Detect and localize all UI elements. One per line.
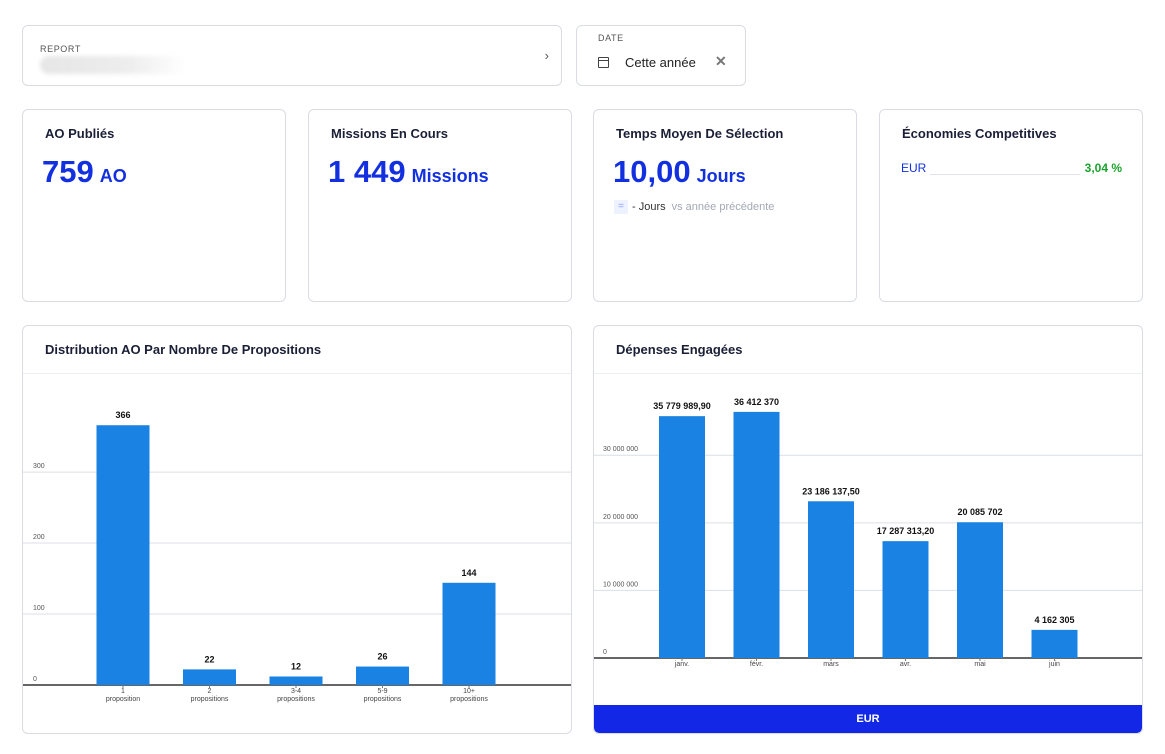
kpi-unit: AO [99,166,127,186]
x-tick-label: propositions [450,696,488,703]
data-label: 17 287 313,20 [877,526,935,536]
chart-title: Distribution AO Par Nombre De Propositio… [45,342,322,357]
y-tick-label: 20 000 000 [603,514,638,521]
x-tick-label: avr. [900,661,911,668]
kpi-number: 10,00 [613,154,691,189]
depenses-bar-chart: 0 10 000 000 20 000 000 30 000 000 35 779 98… [594,397,1142,668]
kpi-title: Économies Competitives [902,126,1057,141]
percent-value: 3,04 % [1084,161,1122,175]
kpi-value: 1 449 Missions [328,154,489,190]
report-value-redacted [40,56,186,74]
x-tick-label: propositions [364,696,402,703]
bar [957,522,1003,658]
bar [659,416,705,658]
date-filter[interactable]: DATE Cette année ✕ [576,25,746,86]
x-tick-label: juin [1048,661,1060,668]
bar [1031,629,1078,658]
date-filter-label: DATE [598,33,624,43]
kpi-value: 759 AO [42,154,127,190]
bar [96,425,150,685]
kpi-title: Temps Moyen De Sélection [616,126,784,141]
currency-label: EUR [901,161,927,175]
data-label: 35 779 989,90 [653,401,711,411]
bar [733,411,780,658]
calendar-icon [598,57,609,68]
divider [23,373,571,374]
y-tick-label: 200 [33,534,45,541]
report-filter[interactable]: REPORT › [22,25,562,86]
clear-date-icon[interactable]: ✕ [715,53,727,69]
equal-icon: = [614,200,628,214]
y-tick-label: 10 000 000 [603,581,638,588]
kpi-missions-en-cours: Missions En Cours 1 449 Missions [308,109,572,302]
x-tick-label: mai [974,661,986,668]
kpi-number: 1 449 [328,154,406,189]
x-tick-label: févr. [750,661,763,668]
x-tick-label: 1 [121,688,125,695]
x-tick-label: 10+ [463,688,475,695]
currency-eur-button[interactable]: EUR [594,705,1142,733]
y-tick-label: 0 [33,676,37,683]
data-label: 366 [115,410,130,420]
date-filter-value: Cette année [625,55,696,70]
kpi-comparison-text: vs année précédente [671,201,775,213]
x-tick-label: proposition [106,696,140,703]
x-tick-label: janv. [674,661,689,668]
kpi-number: 759 [42,154,94,189]
chart-distribution-card: Distribution AO Par Nombre De Propositio… [22,325,572,734]
progress-track [930,174,1080,175]
bar [442,582,496,685]
bar [356,666,409,685]
y-tick-label: 300 [33,463,45,470]
distribution-bar-chart: 01002003003661proposition222propositions… [23,410,571,703]
kpi-comparison-value: - Jours [632,201,666,213]
kpi-unit: Jours [696,166,746,186]
x-tick-label: propositions [277,696,315,703]
chart-depenses-card: Dépenses Engagées 0 10 000 000 20 000 000 3… [593,325,1143,734]
chart-title: Dépenses Engagées [616,342,743,357]
data-label: 20 085 702 [957,507,1002,517]
bar [882,541,929,658]
kpi-unit: Missions [411,166,489,186]
chevron-right-icon[interactable]: › [544,48,549,63]
kpi-ao-publies: AO Publiés 759 AO [22,109,286,302]
x-tick-label: 2 [208,688,212,695]
bar [808,501,854,658]
data-label: 22 [204,654,214,664]
kpi-title: AO Publiés [45,126,115,141]
bar [269,676,323,685]
x-tick-label: 3-4 [291,688,301,695]
kpi-title: Missions En Cours [331,126,449,141]
kpi-economies: Économies Competitives EUR 3,04 % [879,109,1143,302]
kpi-value: 10,00 Jours [613,154,746,190]
y-tick-label: 0 [603,649,607,656]
data-label: 26 [377,652,387,662]
data-label: 23 186 137,50 [802,486,860,496]
y-tick-label: 100 [33,605,45,612]
y-tick-label: 30 000 000 [603,446,638,453]
data-label: 4 162 305 [1034,615,1074,625]
bar [183,669,236,685]
x-tick-label: mars [823,661,839,668]
kpi-comparison: = - Jours vs année précédente [614,200,774,214]
kpi-temps-moyen: Temps Moyen De Sélection 10,00 Jours = - … [593,109,857,302]
data-label: 36 412 370 [734,397,779,407]
x-tick-label: propositions [191,696,229,703]
divider [594,373,1142,374]
data-label: 12 [291,661,301,671]
report-filter-label: REPORT [40,44,81,54]
x-tick-label: 5-9 [377,688,387,695]
data-label: 144 [461,568,476,578]
